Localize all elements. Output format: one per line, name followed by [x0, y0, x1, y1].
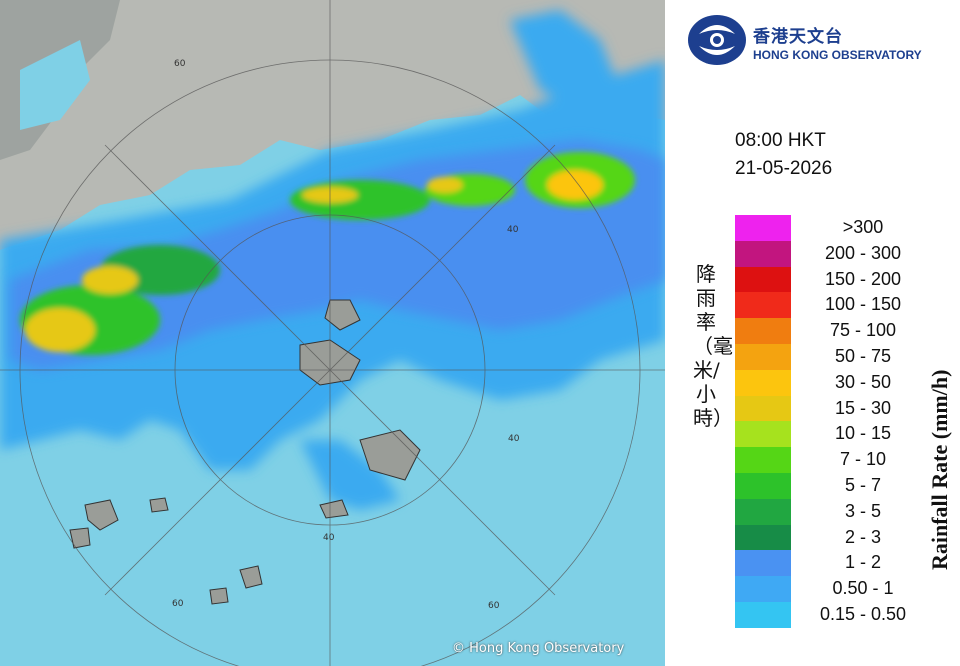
- legend-swatch: [735, 343, 791, 370]
- legend-label: 150 - 200: [824, 268, 902, 289]
- legend-swatch: [735, 266, 791, 293]
- logo-title-en: HONG KONG OBSERVATORY: [753, 48, 922, 62]
- legend-swatch: [735, 498, 791, 525]
- range-label: 60: [172, 599, 184, 609]
- range-label: 40: [507, 225, 519, 235]
- legend-label: >300: [842, 217, 884, 237]
- legend-label: 200 - 300: [824, 242, 902, 263]
- legend-label: 5 - 7: [844, 474, 882, 495]
- legend-label: 3 - 5: [844, 500, 882, 521]
- legend-swatch: [735, 576, 791, 602]
- legend-label: 0.50 - 1: [832, 578, 894, 599]
- color-scale: [735, 215, 791, 628]
- legend-title-zh: 降雨率（毫米/小時）: [693, 262, 733, 430]
- legend-label: 0.15 - 0.50: [819, 603, 907, 624]
- range-label: 60: [174, 59, 186, 69]
- color-scale-labels: >300 200 - 300 150 - 200 100 - 150 75 - 100 5…: [803, 215, 923, 628]
- range-label: 40: [323, 533, 335, 543]
- legend-swatch: [735, 550, 791, 577]
- legend-label: 15 - 30: [834, 397, 892, 418]
- legend-label: 75 - 100: [829, 320, 897, 341]
- legend-swatch: [735, 240, 791, 267]
- legend-swatch: [735, 395, 791, 422]
- hko-emblem-icon: [688, 15, 746, 65]
- legend-swatch: [735, 318, 791, 344]
- legend-swatch: [735, 292, 791, 319]
- legend-label: 7 - 10: [839, 449, 887, 470]
- legend-swatch: [735, 369, 791, 396]
- legend-swatch: [735, 524, 791, 551]
- land-north: [0, 0, 665, 250]
- rain-field-heavy: [20, 152, 635, 355]
- radar-map-canvas: 40 40 40 60 60 60: [0, 0, 665, 666]
- legend-swatch: [735, 601, 791, 628]
- legend-label: 50 - 75: [834, 345, 892, 366]
- legend-swatch: [735, 215, 791, 241]
- legend-label: 1 - 2: [844, 552, 882, 573]
- radar-map: 40 40 40 60 60 60 © Hong Kong Observator…: [0, 0, 665, 666]
- range-rings: [0, 0, 665, 666]
- legend-swatch: [735, 447, 791, 473]
- copyright-text: © Hong Kong Observatory: [452, 641, 625, 656]
- legend-swatch: [735, 421, 791, 448]
- logo-title-zh: 香港天文台: [753, 27, 843, 47]
- legend-title-en: Rainfall Rate (mm/h): [927, 369, 952, 570]
- range-ring-labels: 40 40 40 60 60 60: [172, 59, 520, 611]
- legend-swatch: [735, 472, 791, 499]
- observation-time: 08:00 HKT: [735, 130, 826, 151]
- legend-label: 100 - 150: [824, 294, 902, 315]
- legend-panel: 香港天文台 HONG KONG OBSERVATORY 08:00 HKT 21…: [665, 0, 960, 666]
- legend-label: 30 - 50: [834, 371, 892, 392]
- range-label: 60: [488, 601, 500, 611]
- legend-label: 10 - 15: [834, 423, 892, 444]
- range-label: 40: [508, 434, 520, 444]
- observation-date: 21-05-2026: [735, 158, 833, 179]
- hko-logo: 香港天文台 HONG KONG OBSERVATORY: [687, 10, 957, 72]
- estuary: [20, 40, 90, 130]
- legend-label: 2 - 3: [844, 526, 882, 547]
